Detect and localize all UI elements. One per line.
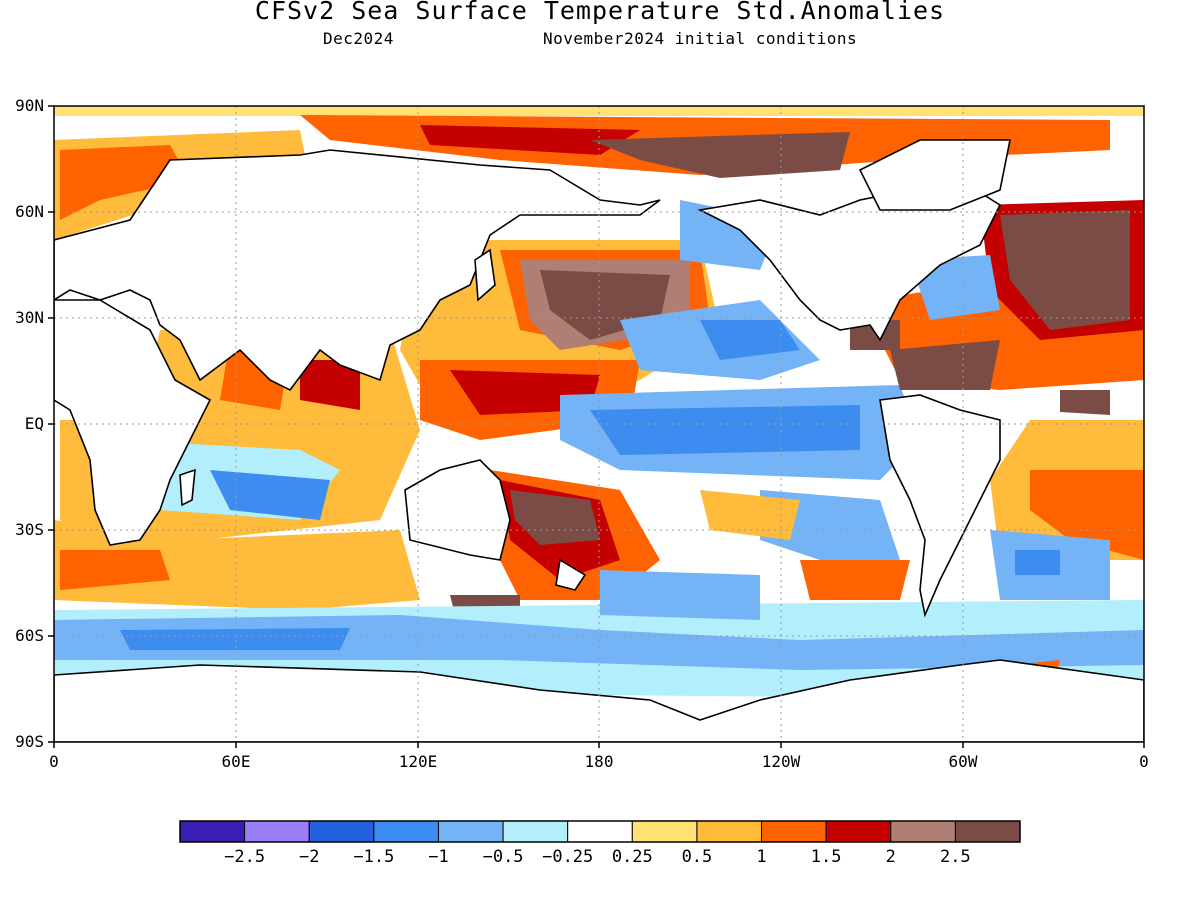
x-label-0: 0 bbox=[49, 752, 59, 771]
southeast-pacific-warm bbox=[800, 560, 910, 600]
north-pacific-cool-core bbox=[700, 320, 800, 360]
arctic-brown-patch bbox=[590, 132, 850, 178]
gridlines bbox=[54, 106, 1144, 742]
australia-land bbox=[404, 459, 511, 561]
y-label-90s: 90S bbox=[15, 732, 44, 751]
colorbar-labels: −2.5 −2 −1.5 −1 −0.5 −0.25 0.25 0.5 1 1.5 2 2.5 bbox=[224, 847, 971, 867]
colorbar-swatch bbox=[244, 820, 310, 843]
y-label-90n: 90N bbox=[15, 96, 44, 115]
equatorial-pacific-core bbox=[590, 405, 860, 455]
initial-conditions-label: November2024 initial conditions bbox=[543, 29, 858, 48]
colorbar-swatch bbox=[373, 820, 439, 843]
colorbar-swatch bbox=[437, 820, 504, 843]
norwegian-sea-warm bbox=[60, 145, 190, 220]
y-label-30n: 30N bbox=[15, 308, 44, 327]
indian-ocean-cool-core bbox=[210, 470, 330, 520]
colorbar-swatches bbox=[179, 820, 1021, 843]
colorbar-label: −2.5 bbox=[224, 847, 265, 867]
x-label-120w: 120W bbox=[762, 752, 801, 771]
colorbar-label: 0.25 bbox=[612, 847, 653, 867]
caribbean-warm bbox=[890, 340, 1000, 390]
colorbar-label: −2 bbox=[299, 847, 319, 867]
new-zealand-land bbox=[555, 558, 587, 591]
greenland-land bbox=[858, 139, 1011, 211]
forecast-month-label: Dec2024 bbox=[323, 29, 394, 48]
colorbar-label: 0.5 bbox=[682, 847, 713, 867]
madagascar-land bbox=[179, 468, 196, 507]
south-indian-warm bbox=[54, 520, 420, 610]
x-label-180: 180 bbox=[585, 752, 614, 771]
y-label-60s: 60S bbox=[15, 626, 44, 645]
colorbar: −2.5 −2 −1.5 −1 −0.5 −0.25 0.25 0.5 1 1.5 2 2.5 bbox=[179, 820, 1021, 867]
tropical-atlantic-warm bbox=[1060, 390, 1110, 415]
colorbar-label: 2.5 bbox=[940, 847, 971, 867]
eurasia-land bbox=[54, 149, 661, 392]
colorbar-swatch bbox=[954, 820, 1021, 843]
southern-ocean-cool-core bbox=[120, 628, 350, 650]
y-label-60n: 60N bbox=[15, 202, 44, 221]
south-pacific-warm-patch bbox=[700, 490, 800, 540]
colorbar-label: −0.5 bbox=[483, 847, 524, 867]
south-atlantic-warm bbox=[1030, 470, 1144, 560]
japan-land bbox=[474, 248, 496, 302]
colorbar-swatch bbox=[890, 820, 956, 843]
gulf-of-mexico-warm bbox=[850, 320, 900, 350]
x-label-60e: 60E bbox=[222, 752, 251, 771]
y-label-eq: EQ bbox=[25, 414, 44, 433]
colorbar-swatch bbox=[308, 820, 375, 843]
colorbar-label: −1 bbox=[428, 847, 448, 867]
colorbar-swatch bbox=[631, 820, 698, 843]
colorbar-swatch bbox=[825, 820, 892, 843]
y-label-30s: 30S bbox=[15, 520, 44, 539]
x-axis-ticks bbox=[53, 742, 1145, 748]
colorbar-label: −1.5 bbox=[353, 847, 394, 867]
colorbar-label: 1.5 bbox=[811, 847, 842, 867]
south-indian-orange bbox=[60, 550, 170, 590]
north-atlantic-warm bbox=[1000, 210, 1130, 330]
south-pacific-cool bbox=[600, 570, 760, 620]
south-america-land bbox=[879, 394, 1001, 618]
y-axis-ticks bbox=[48, 105, 54, 743]
x-label-120e: 120E bbox=[399, 752, 438, 771]
colorbar-frame bbox=[179, 820, 1021, 843]
colorbar-label: 1 bbox=[756, 847, 766, 867]
colorbar-swatch bbox=[696, 820, 763, 843]
colorbar-label: 2 bbox=[886, 847, 896, 867]
bay-of-bengal-warm bbox=[300, 360, 360, 410]
map-title: CFSv2 Sea Surface Temperature Std.Anomal… bbox=[254, 0, 946, 25]
tasman-sea-warm bbox=[510, 490, 600, 545]
colorbar-swatch bbox=[179, 820, 246, 843]
colorbar-swatch bbox=[761, 820, 827, 843]
colorbar-swatch bbox=[502, 820, 569, 843]
colorbar-label: −0.25 bbox=[542, 847, 593, 867]
arctic-red-patch bbox=[420, 125, 640, 155]
colorbar-swatch bbox=[567, 820, 633, 843]
south-atlantic-cool-core bbox=[1015, 550, 1060, 575]
x-label-60w: 60W bbox=[949, 752, 978, 771]
x-label-0-end: 0 bbox=[1139, 752, 1149, 771]
arctic-band-yellow bbox=[54, 106, 1144, 116]
africa-land bbox=[54, 299, 212, 546]
